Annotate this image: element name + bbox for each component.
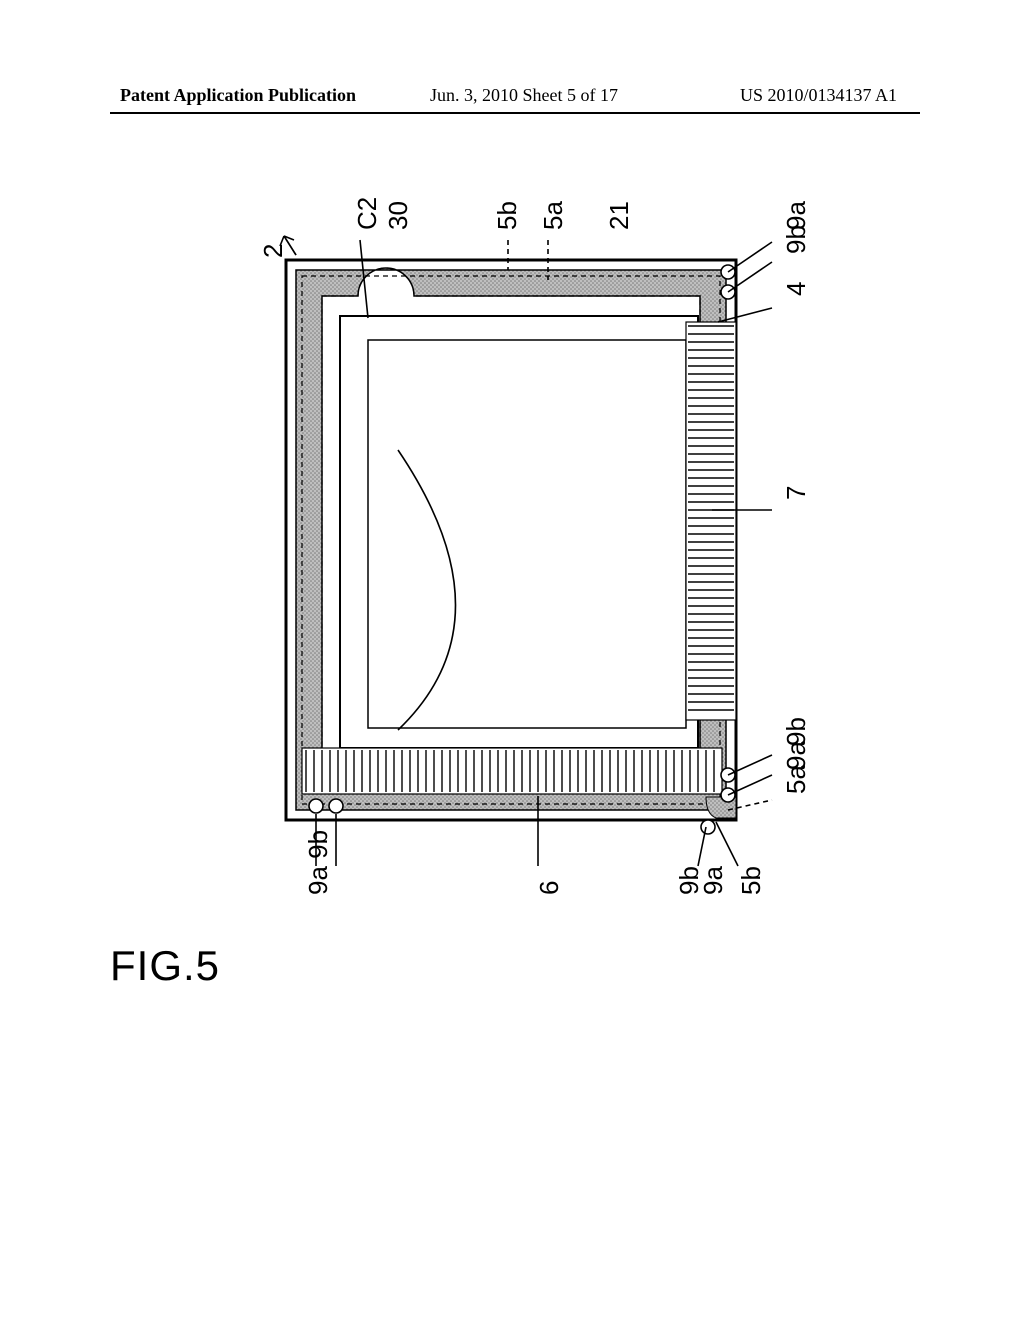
header-rule [110,112,920,114]
ref-5a-top: 5a [538,201,569,230]
ref-9a9b: 9a 9b [303,830,334,895]
ref-21: 21 [604,201,635,230]
ref-30: 30 [383,201,414,230]
ref-7: 7 [781,486,812,500]
figure-svg [238,200,808,920]
ref-9b-corner: 9b [674,866,705,895]
page-header: Patent Application Publication Jun. 3, 2… [0,85,1024,115]
ref-9b-tr: 9b [781,225,812,254]
figure-label: FIG.5 [110,942,220,990]
ref-4: 4 [781,282,812,296]
header-left: Patent Application Publication [120,85,356,106]
ref-C2: C2 [352,197,383,230]
ref-5b-corner: 5b [736,866,767,895]
ref-5b-top: 5b [492,201,523,230]
header-right: US 2010/0134137 A1 [740,85,897,106]
header-center: Jun. 3, 2010 Sheet 5 of 17 [430,85,618,106]
ref-2: 2 [258,244,289,258]
ref-6: 6 [534,881,565,895]
ref-5a-br: 5a [781,765,812,794]
figure-area: 2 C2 30 5b 5a 21 9a 9b 4 7 9b 9a 5a 5b 9… [238,200,808,920]
